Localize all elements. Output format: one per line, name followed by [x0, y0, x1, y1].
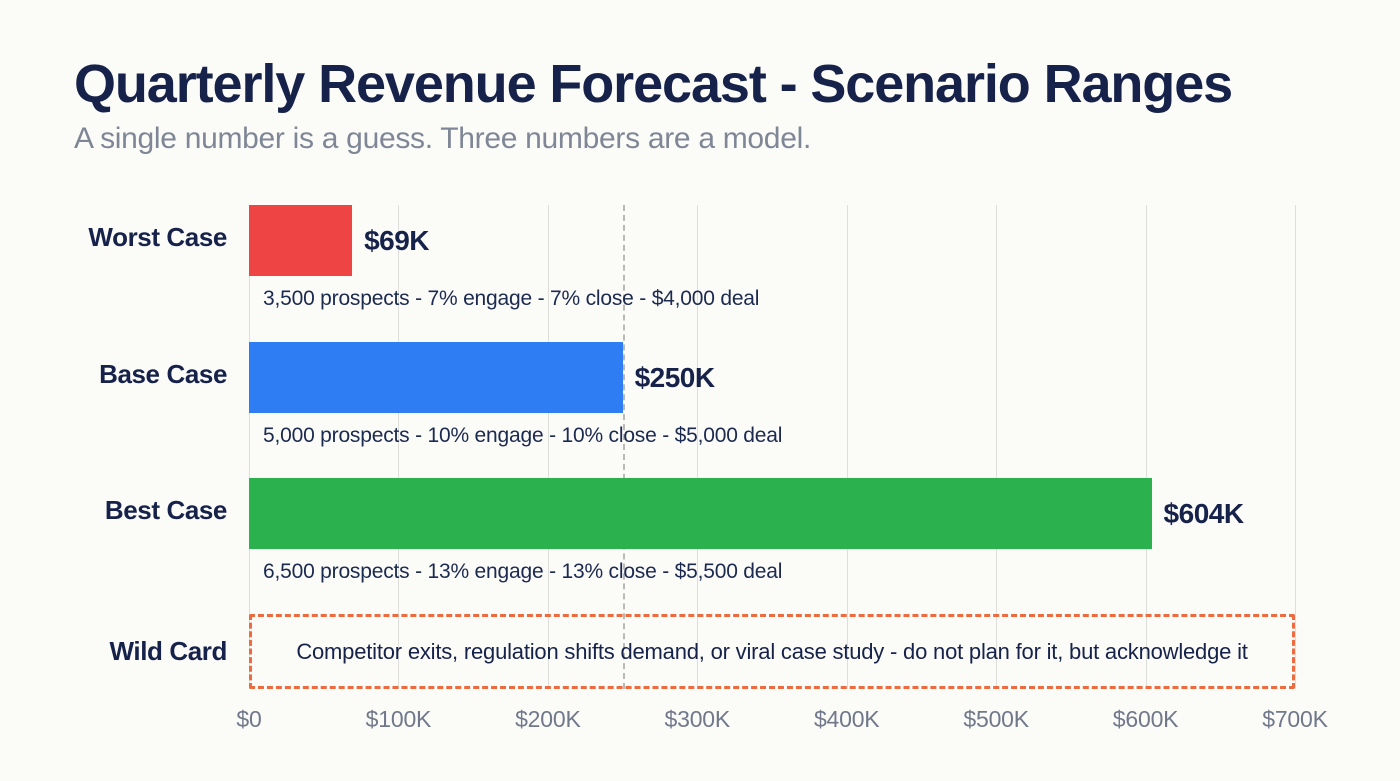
x-axis-tick-700K: $700K	[1262, 706, 1328, 732]
chart-plot-area: Worst Case $69K 3,500 prospects - 7% eng…	[88, 205, 1296, 689]
x-axis-tick-200K: $200K	[515, 706, 581, 732]
x-axis-tick-100K: $100K	[365, 706, 432, 732]
bar-value-base-case: $250K	[634, 362, 716, 393]
x-axis-tick-300K: $300K	[664, 706, 731, 732]
row-label-best-case: Best Case	[104, 495, 228, 525]
gridline-100K	[398, 205, 400, 689]
wild-card-callout-box: Competitor exits, regulation shifts dema…	[249, 614, 1295, 689]
bar-base-case[interactable]	[249, 342, 623, 413]
wild-card-text: Competitor exits, regulation shifts dema…	[296, 638, 1248, 664]
x-axis-tick-0: $0	[236, 706, 262, 732]
bar-value-best-case: $604K	[1163, 498, 1245, 529]
gridline-400K	[846, 205, 848, 689]
page-subtitle: A single number is a guess. Three number…	[74, 122, 811, 156]
page-title: Quarterly Revenue Forecast - Scenario Ra…	[74, 54, 1233, 114]
x-axis-tick-labels: $0 $100K $200K $300K $400K $500K $600K $700K	[236, 706, 1328, 746]
row-detail-best-case: 6,500 prospects - 13% engage - 13% close…	[263, 560, 783, 583]
x-axis-tick-600K: $600K	[1112, 706, 1179, 732]
gridline-500K	[996, 205, 998, 689]
x-axis-tick-400K: $400K	[813, 706, 880, 732]
gridline-reference-base-case	[622, 205, 625, 689]
row-label-wild-card: Wild Card	[109, 636, 227, 666]
bar-best-case[interactable]	[249, 478, 1152, 549]
gridline-700K	[1295, 205, 1296, 689]
row-label-base-case: Base Case	[99, 359, 227, 389]
gridline-0	[249, 205, 250, 689]
gridline-300K	[697, 205, 699, 689]
chart-header: Quarterly Revenue Forecast - Scenario Ra…	[74, 54, 1334, 156]
row-detail-base-case: 5,000 prospects - 10% engage - 10% close…	[263, 424, 783, 447]
bar-worst-case[interactable]	[249, 205, 353, 276]
bar-value-worst-case: $69K	[364, 225, 430, 256]
row-label-worst-case: Worst Case	[88, 222, 227, 252]
row-detail-worst-case: 3,500 prospects - 7% engage - 7% close -…	[263, 287, 760, 310]
gridline-600K	[1145, 205, 1147, 689]
gridline-200K	[547, 205, 549, 689]
x-axis-tick-500K: $500K	[963, 706, 1029, 732]
